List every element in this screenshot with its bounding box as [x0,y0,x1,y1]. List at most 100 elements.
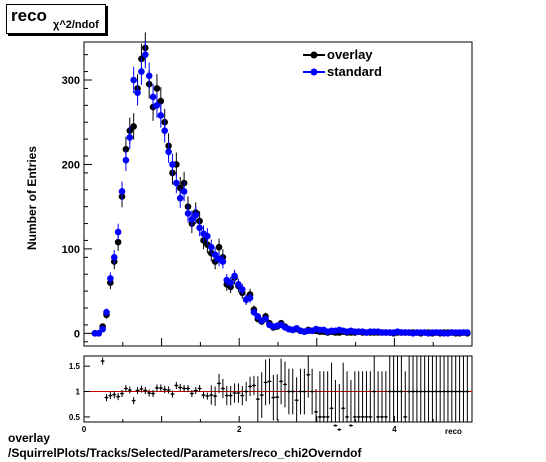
ratio-point [438,390,442,393]
ratio-point [291,390,294,393]
ratio-point [314,410,318,414]
ratio-x-ticks: 0 2 4 [82,416,473,434]
standard-point [231,272,238,280]
ratio-point [396,390,399,393]
x-axis-label: reco [445,427,462,436]
ratio-point [349,424,353,427]
ratio-point [241,394,244,397]
overlay-point [215,243,223,251]
standard-point [118,188,126,195]
ratio-point [105,396,108,399]
main-series [91,32,471,337]
standard-point [145,72,153,80]
standard-point [165,148,172,156]
legend-overlay-marker [310,51,318,59]
ratio-point [179,386,182,389]
ratio-point [109,394,112,397]
overlay-point [157,97,165,105]
standard-point [161,127,169,134]
y-axis-label: Number of Entries [25,146,39,250]
footer-line-1: overlay [8,431,51,445]
ratio-point [167,388,170,392]
ratio-point [217,382,221,385]
ratio-point [357,415,360,419]
ratio-point [268,380,271,383]
ratio-point [404,415,407,419]
ratio-point [252,384,256,387]
standard-point [180,188,188,195]
ratio-point [190,392,194,395]
ratio-point [144,389,147,392]
standard-point [173,179,180,187]
ratio-plot: 0.5 1 1.5 0 2 4 reco [69,355,473,436]
ratio-point [163,388,166,391]
ratio-point [272,396,275,399]
standard-point [153,102,161,109]
ratio-y-tick-label: 1.5 [69,362,81,371]
ratio-point [446,390,450,393]
standard-point [126,134,134,141]
standard-point [250,308,258,316]
ratio-point [237,391,240,395]
ratio-point [341,407,345,410]
ratio-point [140,387,143,391]
ratio-point [279,380,283,383]
ratio-point [454,390,457,393]
ratio-y-ticks: 0.5 1 1.5 [69,362,90,422]
ratio-point [287,390,291,393]
ratio-point [373,390,376,393]
ratio-point [415,390,419,393]
ratio-point [307,373,310,376]
ratio-point [276,395,279,399]
ratio-point [159,386,163,390]
title-main: reco [11,6,47,25]
ratio-point [353,415,357,419]
standard-point [99,325,106,333]
standard-point [184,210,192,217]
ratio-point [303,390,306,393]
ratio-point [151,392,155,395]
footer-line-2: /SquirrelPlots/Tracks/Selected/Parameter… [8,446,362,460]
ratio-x-tick-label: 4 [392,425,397,434]
main-y-tick-label: 300 [62,75,80,87]
standard-point [254,313,262,320]
ratio-point [147,391,151,395]
ratio-point [136,389,139,392]
title-subscript: χ^2/ndof [53,19,99,31]
ratio-point [442,390,446,393]
standard-point [235,281,242,288]
ratio-point [330,407,333,410]
ratio-point [423,390,426,393]
standard-point [134,89,141,96]
standard-point [157,112,165,119]
ratio-point [264,381,267,384]
ratio-point [206,394,209,398]
standard-point [196,224,203,232]
standard-point [239,286,246,293]
ratio-series [100,356,470,431]
standard-point [246,294,254,302]
ratio-point [458,390,461,393]
ratio-point [365,415,368,419]
ratio-y-tick-label: 1 [76,388,81,397]
ratio-point [260,393,263,397]
standard-point [227,279,234,286]
ratio-point [384,415,388,419]
ratio-point [128,388,131,392]
footer: overlay /SquirrelPlots/Tracks/Selected/P… [8,431,362,461]
main-y-tick-label: 200 [62,159,80,171]
ratio-point [380,415,384,419]
ratio-point [248,385,252,388]
main-y-tick-label: 100 [62,244,80,256]
ratio-point [213,394,217,398]
ratio-point [202,393,205,397]
ratio-point [221,387,225,390]
ratio-point [198,387,201,390]
ratio-point [369,415,372,419]
ratio-point [322,415,325,419]
main-x-ticks [83,338,473,346]
standard-point [107,275,114,282]
ratio-point [310,390,314,393]
legend-standard-label: standard [327,64,382,79]
